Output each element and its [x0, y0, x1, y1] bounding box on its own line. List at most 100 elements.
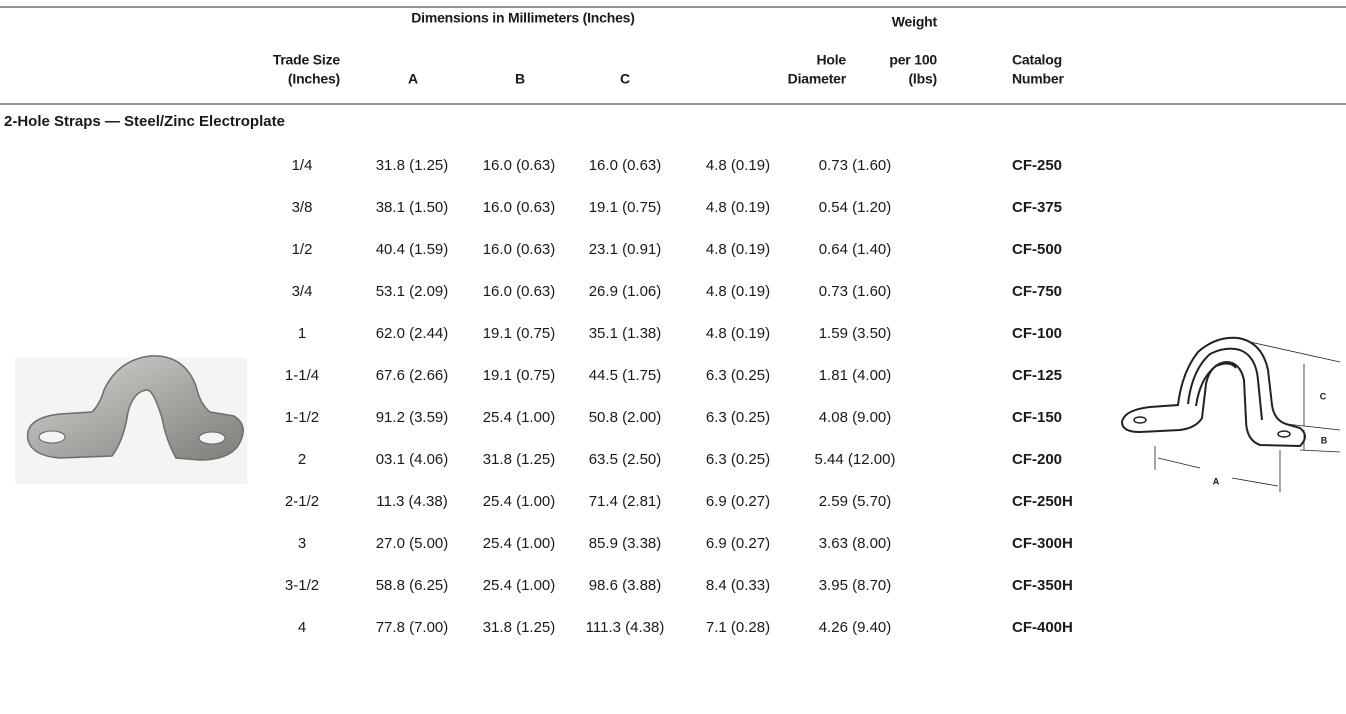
table-cell: 1/2 — [292, 241, 313, 258]
catalog-number: CF-350H — [1012, 577, 1073, 594]
table-cell: 111.3 (4.38) — [586, 619, 665, 636]
table-cell: 71.4 (2.81) — [589, 493, 662, 510]
table-cell: 3/4 — [292, 283, 313, 300]
table-cell: 19.1 (0.75) — [483, 325, 556, 342]
table-cell: 63.5 (2.50) — [589, 451, 662, 468]
table-cell: 67.6 (2.66) — [376, 367, 449, 384]
catalog-number: CF-400H — [1012, 619, 1073, 636]
table-cell: 26.9 (1.06) — [589, 283, 662, 300]
table-cell: 1.59 (3.50) — [819, 325, 892, 342]
table-cell: 6.9 (0.27) — [706, 535, 770, 552]
table-cell: 1 — [298, 325, 306, 342]
section-title: 2-Hole Straps — Steel/Zinc Electroplate — [4, 113, 285, 130]
column-header: per 100 — [889, 52, 937, 68]
table-cell: 58.8 (6.25) — [376, 577, 449, 594]
catalog-number: CF-150 — [1012, 409, 1062, 426]
table-cell: 6.3 (0.25) — [706, 451, 770, 468]
table-cell: 6.3 (0.25) — [706, 409, 770, 426]
table-cell: 50.8 (2.00) — [589, 409, 662, 426]
column-header: B — [515, 71, 525, 87]
table-cell: 91.2 (3.59) — [376, 409, 449, 426]
table-cell: 0.73 (1.60) — [819, 283, 892, 300]
table-cell: 3-1/2 — [285, 577, 319, 594]
table-cell: 11.3 (4.38) — [376, 493, 447, 510]
table-cell: 27.0 (5.00) — [376, 535, 449, 552]
table-cell: 16.0 (0.63) — [483, 199, 556, 216]
catalog-number: CF-125 — [1012, 367, 1062, 384]
table-cell: 77.8 (7.00) — [376, 619, 449, 636]
catalog-number: CF-250 — [1012, 157, 1062, 174]
table-cell: 8.4 (0.33) — [706, 577, 770, 594]
table-cell: 7.1 (0.28) — [706, 619, 770, 636]
catalog-number: CF-100 — [1012, 325, 1062, 342]
table-cell: 25.4 (1.00) — [483, 493, 556, 510]
diagram-label: B — [1321, 435, 1328, 445]
table-cell: 19.1 (0.75) — [589, 199, 662, 216]
table-cell: 3.95 (8.70) — [819, 577, 892, 594]
table-cell: 4.8 (0.19) — [706, 241, 770, 258]
group-title: Dimensions in Millimeters (Inches) — [411, 10, 634, 26]
table-cell: 1/4 — [292, 157, 313, 174]
diagram-label: A — [1213, 476, 1220, 486]
column-header: Diameter — [788, 71, 847, 87]
column-header: C — [620, 71, 630, 87]
table-cell: 53.1 (2.09) — [376, 283, 449, 300]
product-photo — [15, 355, 247, 484]
table-cell: 4.08 (9.00) — [819, 409, 892, 426]
column-header: Weight — [892, 14, 938, 30]
table-cell: 16.0 (0.63) — [483, 157, 556, 174]
table-cell: 5.44 (12.00) — [815, 451, 896, 468]
table-cell: 3/8 — [292, 199, 313, 216]
table-cell: 0.73 (1.60) — [819, 157, 892, 174]
table-cell: 2.59 (5.70) — [819, 493, 892, 510]
table-cell: 2 — [298, 451, 306, 468]
table-cell: 25.4 (1.00) — [483, 409, 556, 426]
table-cell: 19.1 (0.75) — [483, 367, 556, 384]
table-cell: 40.4 (1.59) — [376, 241, 449, 258]
table-cell: 4.8 (0.19) — [706, 199, 770, 216]
column-header: (lbs) — [908, 71, 937, 87]
column-header: Catalog — [1012, 52, 1062, 68]
table-cell: 35.1 (1.38) — [589, 325, 662, 342]
table-cell: 4.8 (0.19) — [706, 157, 770, 174]
column-header: Hole — [816, 52, 846, 68]
column-header: (Inches) — [288, 71, 340, 87]
dimension-diagram — [1120, 336, 1341, 492]
catalog-number: CF-500 — [1012, 241, 1062, 258]
table-cell: 3.63 (8.00) — [819, 535, 892, 552]
table-cell: 31.8 (1.25) — [483, 451, 556, 468]
table-cell: 62.0 (2.44) — [376, 325, 449, 342]
table-cell: 23.1 (0.91) — [589, 241, 662, 258]
catalog-number: CF-250H — [1012, 493, 1073, 510]
table-cell: 1-1/4 — [285, 367, 319, 384]
table-cell: 3 — [298, 535, 306, 552]
column-header: Number — [1012, 71, 1064, 87]
table-cell: 4.26 (9.40) — [819, 619, 892, 636]
table-cell: 98.6 (3.88) — [589, 577, 662, 594]
table-cell: 03.1 (4.06) — [376, 451, 449, 468]
table-cell: 1-1/2 — [285, 409, 319, 426]
table-cell: 6.3 (0.25) — [706, 367, 770, 384]
column-header: A — [408, 71, 418, 87]
table-cell: 4.8 (0.19) — [706, 325, 770, 342]
table-cell: 0.64 (1.40) — [819, 241, 892, 258]
table-cell: 31.8 (1.25) — [483, 619, 556, 636]
table-cell: 2-1/2 — [285, 493, 319, 510]
table-cell: 16.0 (0.63) — [483, 283, 556, 300]
table-cell: 25.4 (1.00) — [483, 577, 556, 594]
table-cell: 25.4 (1.00) — [483, 535, 556, 552]
catalog-number: CF-300H — [1012, 535, 1073, 552]
catalog-number: CF-375 — [1012, 199, 1062, 216]
table-cell: 44.5 (1.75) — [589, 367, 662, 384]
diagram-label: C — [1320, 391, 1327, 401]
table-cell: 0.54 (1.20) — [819, 199, 892, 216]
table-cell: 85.9 (3.38) — [589, 535, 662, 552]
table-cell: 1.81 (4.00) — [819, 367, 892, 384]
table-cell: 31.8 (1.25) — [376, 157, 449, 174]
catalog-number: CF-750 — [1012, 283, 1062, 300]
table-cell: 16.0 (0.63) — [589, 157, 662, 174]
table-cell: 38.1 (1.50) — [376, 199, 449, 216]
table-cell: 16.0 (0.63) — [483, 241, 556, 258]
